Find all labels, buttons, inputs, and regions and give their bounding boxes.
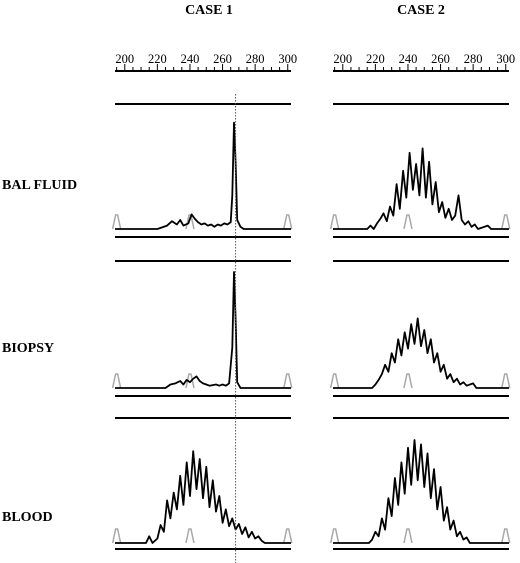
row-label-blood: BLOOD bbox=[2, 510, 53, 525]
size-marker-peak bbox=[329, 373, 340, 389]
tick-label: 240 bbox=[181, 52, 200, 66]
size-marker-peak bbox=[501, 528, 511, 544]
labels-layer: CASE 1 CASE 2 BAL FLUID BIOPSY BLOOD bbox=[2, 3, 445, 525]
electropherogram-trace bbox=[115, 271, 291, 389]
tick-label: 200 bbox=[333, 52, 352, 66]
tick-label: 300 bbox=[278, 52, 297, 66]
row-label-bal-fluid: BAL FLUID bbox=[2, 178, 77, 193]
size-marker-peak bbox=[283, 528, 293, 544]
size-marker-peak bbox=[501, 214, 511, 230]
size-marker-peak bbox=[403, 214, 413, 230]
size-marker-peak bbox=[283, 373, 293, 389]
size-marker-peak bbox=[403, 528, 413, 544]
tick-label: 300 bbox=[496, 52, 515, 66]
tick-label: 280 bbox=[464, 52, 483, 66]
tick-label: 260 bbox=[213, 52, 232, 66]
size-marker-peak bbox=[403, 373, 413, 389]
plot-layer: 200 220 240 260 280 300 200 220 240 260 280 300 bbox=[111, 52, 515, 563]
size-marker-peak bbox=[111, 528, 122, 544]
electropherogram-trace bbox=[333, 317, 509, 389]
tick-label: 240 bbox=[399, 52, 418, 66]
case-1-title: CASE 1 bbox=[185, 3, 233, 18]
size-marker-peak bbox=[283, 214, 293, 230]
electropherogram-trace bbox=[333, 147, 509, 230]
size-marker-peak bbox=[329, 214, 340, 230]
size-marker-peak bbox=[111, 214, 122, 230]
size-marker-peak bbox=[185, 214, 195, 230]
tick-label: 220 bbox=[366, 52, 385, 66]
case-2-title: CASE 2 bbox=[397, 3, 445, 18]
tick-label: 200 bbox=[115, 52, 134, 66]
tick-label: 220 bbox=[148, 52, 167, 66]
size-marker-peak bbox=[501, 373, 511, 389]
tick-label: 260 bbox=[431, 52, 450, 66]
row-label-biopsy: BIOPSY bbox=[2, 341, 54, 356]
size-marker-peak bbox=[329, 528, 340, 544]
size-marker-peak bbox=[111, 373, 122, 389]
size-marker-peak bbox=[185, 528, 195, 544]
electropherogram-trace bbox=[115, 450, 291, 544]
tick-label: 280 bbox=[246, 52, 265, 66]
electropherogram-trace bbox=[333, 439, 509, 544]
electropherogram-trace bbox=[115, 121, 291, 230]
